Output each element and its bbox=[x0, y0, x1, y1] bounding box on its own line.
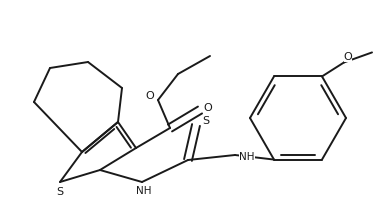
Text: NH: NH bbox=[239, 152, 255, 162]
Text: O: O bbox=[344, 52, 352, 62]
Text: S: S bbox=[56, 187, 63, 197]
Text: NH: NH bbox=[136, 186, 152, 196]
Text: O: O bbox=[204, 103, 212, 113]
Text: S: S bbox=[203, 116, 210, 126]
Text: O: O bbox=[145, 91, 154, 101]
